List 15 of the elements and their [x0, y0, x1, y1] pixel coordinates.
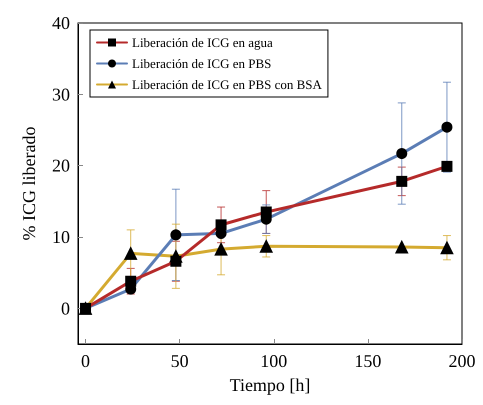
y-tick-label: 0 [61, 298, 70, 318]
legend-label: Liberación de ICG en agua [132, 35, 273, 50]
y-tick-label: 20 [52, 156, 70, 176]
x-tick-label: 0 [81, 351, 90, 371]
x-tick-label: 100 [260, 351, 288, 371]
x-tick-label: 200 [448, 351, 476, 371]
y-tick-label: 40 [52, 13, 70, 33]
legend-label: Liberación de ICG en PBS con BSA [132, 77, 323, 92]
x-axis-title: Tiempo [h] [230, 375, 310, 395]
x-tick-label: 150 [354, 351, 382, 371]
y-tick-label: 30 [52, 84, 70, 104]
y-axis-title: % ICG liberado [19, 126, 39, 240]
legend-label: Liberación de ICG en PBS [132, 56, 272, 71]
x-tick-label: 50 [170, 351, 189, 371]
y-tick-label: 10 [52, 227, 70, 247]
